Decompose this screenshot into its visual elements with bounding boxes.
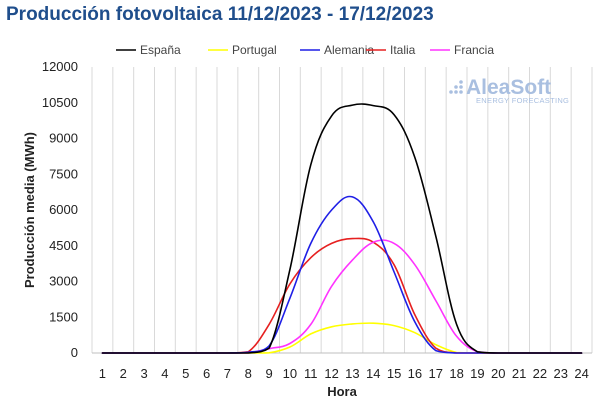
legend-item: España bbox=[116, 43, 181, 57]
x-tick-label: 10 bbox=[283, 366, 297, 381]
legend-item: Portugal bbox=[208, 43, 277, 57]
x-axis-title: Hora bbox=[327, 384, 357, 399]
x-tick-label: 5 bbox=[182, 366, 189, 381]
x-tick-label: 11 bbox=[304, 366, 318, 381]
x-tick-label: 15 bbox=[387, 366, 401, 381]
x-tick-label: 19 bbox=[470, 366, 484, 381]
chart-title: Producción fotovoltaica 11/12/2023 - 17/… bbox=[6, 4, 434, 25]
legend: España Portugal Alemania Italia Francia bbox=[116, 43, 494, 57]
legend-label: España bbox=[140, 43, 181, 57]
x-tick-label: 4 bbox=[161, 366, 168, 381]
x-tick-label: 3 bbox=[140, 366, 147, 381]
x-tick-label: 12 bbox=[324, 366, 338, 381]
y-tick-label: 9000 bbox=[49, 131, 78, 146]
y-tick-label: 3000 bbox=[49, 274, 78, 289]
x-tick-label: 6 bbox=[203, 366, 210, 381]
y-tick-label: 12000 bbox=[42, 59, 78, 74]
legend-label: Italia bbox=[390, 43, 416, 57]
y-tick-label: 1500 bbox=[49, 309, 78, 324]
logo-dots-icon bbox=[449, 80, 463, 94]
x-tick-label: 13 bbox=[345, 366, 359, 381]
x-tick-label: 14 bbox=[366, 366, 380, 381]
aleasoft-logo: AleaSoft ENERGY FORECASTING bbox=[449, 76, 569, 105]
x-tick-label: 22 bbox=[533, 366, 547, 381]
legend-label: Francia bbox=[454, 43, 494, 57]
x-tick-label: 24 bbox=[574, 366, 588, 381]
x-tick-label: 16 bbox=[408, 366, 422, 381]
x-tick-label: 18 bbox=[449, 366, 463, 381]
x-tick-label: 9 bbox=[265, 366, 272, 381]
x-tick-label: 2 bbox=[120, 366, 127, 381]
grid bbox=[91, 67, 593, 353]
x-tick-label: 7 bbox=[224, 366, 231, 381]
x-tick-label: 1 bbox=[99, 366, 106, 381]
legend-label: Alemania bbox=[324, 43, 374, 57]
x-tick-label: 8 bbox=[245, 366, 252, 381]
x-tick-label: 17 bbox=[429, 366, 443, 381]
legend-item: Francia bbox=[430, 43, 494, 57]
y-tick-label: 0 bbox=[71, 345, 78, 360]
series-line-españa bbox=[101, 103, 583, 354]
x-tick-label: 20 bbox=[491, 366, 505, 381]
x-tick-label: 23 bbox=[554, 366, 568, 381]
legend-item: Italia bbox=[366, 43, 416, 57]
y-tick-label: 6000 bbox=[49, 202, 78, 217]
series-lines bbox=[101, 103, 583, 354]
logo-main-text: AleaSoft bbox=[466, 76, 551, 99]
x-tick-label: 21 bbox=[512, 366, 526, 381]
legend-label: Portugal bbox=[232, 43, 277, 57]
y-tick-label: 10500 bbox=[42, 95, 78, 110]
y-tick-label: 4500 bbox=[49, 238, 78, 253]
logo-sub-text: ENERGY FORECASTING bbox=[476, 96, 569, 105]
y-tick-label: 7500 bbox=[49, 166, 78, 181]
y-axis-title: Producción media (MWh) bbox=[22, 132, 37, 288]
legend-item: Alemania bbox=[300, 43, 374, 57]
